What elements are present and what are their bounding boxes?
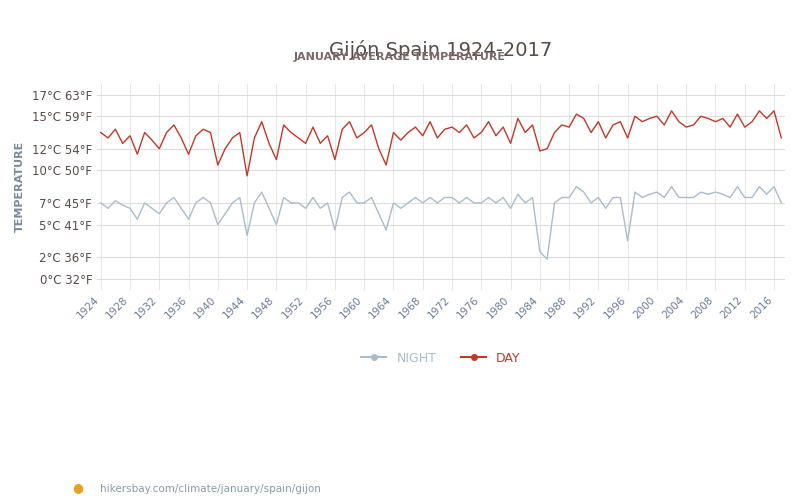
Text: ●: ●	[72, 481, 83, 494]
Y-axis label: TEMPERATURE: TEMPERATURE	[15, 141, 25, 233]
Text: hikersbay.com/climate/january/spain/gijon: hikersbay.com/climate/january/spain/gijo…	[100, 484, 321, 494]
Title: Gijón Spain 1924-2017: Gijón Spain 1924-2017	[330, 40, 553, 60]
Text: JANUARY AVERAGE TEMPERATURE: JANUARY AVERAGE TEMPERATURE	[294, 52, 506, 62]
Legend: NIGHT, DAY: NIGHT, DAY	[356, 346, 526, 370]
